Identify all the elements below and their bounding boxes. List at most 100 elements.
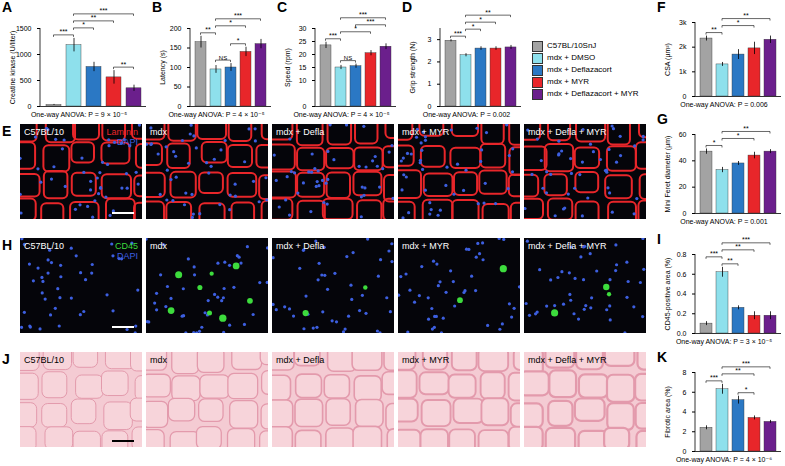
svg-text:60: 60 bbox=[679, 131, 687, 138]
svg-text:1k: 1k bbox=[679, 68, 687, 75]
svg-text:*: * bbox=[745, 386, 748, 393]
svg-text:***: *** bbox=[742, 236, 750, 243]
svg-text:0.6: 0.6 bbox=[677, 270, 687, 277]
svg-text:0: 0 bbox=[683, 210, 687, 217]
svg-text:Creatine kinase (U/liter): Creatine kinase (U/liter) bbox=[9, 31, 17, 105]
svg-text:**: ** bbox=[485, 9, 491, 16]
svg-text:150: 150 bbox=[170, 44, 182, 51]
svg-text:C57BL/10: C57BL/10 bbox=[24, 355, 64, 365]
svg-text:0: 0 bbox=[178, 103, 182, 110]
svg-text:6: 6 bbox=[683, 388, 687, 395]
svg-text:mdx + MYR: mdx + MYR bbox=[402, 355, 450, 365]
html-text:D: D bbox=[402, 0, 413, 15]
svg-text:mdx: mdx bbox=[150, 355, 168, 365]
svg-text:8: 8 bbox=[683, 369, 687, 376]
svg-text:3k: 3k bbox=[679, 19, 687, 26]
svg-text:***: *** bbox=[710, 250, 718, 257]
svg-text:1000: 1000 bbox=[16, 51, 32, 58]
svg-text:C57BL/10: C57BL/10 bbox=[24, 241, 64, 251]
svg-text:NS: NS bbox=[219, 55, 227, 61]
svg-text:0: 0 bbox=[683, 448, 687, 455]
svg-text:DAPI: DAPI bbox=[117, 137, 138, 147]
svg-text:NS: NS bbox=[344, 55, 352, 61]
svg-text:200: 200 bbox=[170, 25, 182, 32]
svg-text:*: * bbox=[472, 23, 475, 30]
svg-text:0.4: 0.4 bbox=[677, 290, 687, 297]
svg-text:**: ** bbox=[743, 12, 749, 19]
svg-text:Latency (s): Latency (s) bbox=[159, 50, 167, 85]
svg-text:Mini Feret diameter (µm): Mini Feret diameter (µm) bbox=[664, 136, 672, 213]
svg-text:**: ** bbox=[91, 14, 97, 21]
svg-text:2: 2 bbox=[428, 58, 432, 65]
svg-text:20: 20 bbox=[299, 51, 307, 58]
svg-text:2: 2 bbox=[683, 428, 687, 435]
svg-text:1: 1 bbox=[428, 80, 432, 87]
svg-text:*: * bbox=[237, 37, 240, 44]
svg-text:*: * bbox=[737, 19, 740, 26]
svg-text:4: 4 bbox=[683, 408, 687, 415]
svg-text:**: ** bbox=[743, 125, 749, 132]
svg-text:mdx + Defla + MYR: mdx + Defla + MYR bbox=[528, 355, 607, 365]
svg-text:Laminin: Laminin bbox=[106, 127, 138, 137]
svg-text:***: *** bbox=[329, 32, 337, 39]
svg-text:30: 30 bbox=[299, 25, 307, 32]
svg-text:**: ** bbox=[735, 243, 741, 250]
svg-text:mdx + MYR: mdx + MYR bbox=[402, 127, 450, 137]
svg-text:*: * bbox=[479, 16, 482, 23]
svg-text:10: 10 bbox=[299, 77, 307, 84]
svg-text:CD45-positive area (%): CD45-positive area (%) bbox=[664, 258, 672, 331]
svg-text:*: * bbox=[713, 139, 716, 146]
svg-text:***: *** bbox=[454, 30, 462, 37]
svg-text:CSA (µm²): CSA (µm²) bbox=[664, 43, 672, 76]
svg-text:40: 40 bbox=[679, 157, 687, 164]
svg-text:mdx + Defla + MYR: mdx + Defla + MYR bbox=[528, 127, 607, 137]
svg-text:3: 3 bbox=[428, 36, 432, 43]
svg-text:mdx + Defla: mdx + Defla bbox=[276, 241, 324, 251]
svg-text:0.2: 0.2 bbox=[677, 310, 687, 317]
svg-text:**: ** bbox=[711, 26, 717, 33]
svg-text:**: ** bbox=[727, 257, 733, 264]
svg-text:**: ** bbox=[205, 26, 211, 33]
svg-text:1500: 1500 bbox=[16, 25, 32, 32]
svg-text:C57BL/10: C57BL/10 bbox=[24, 127, 64, 137]
svg-text:15: 15 bbox=[299, 64, 307, 71]
svg-text:mdx + MYR: mdx + MYR bbox=[402, 241, 450, 251]
html-text:C: C bbox=[277, 0, 288, 15]
svg-text:**: ** bbox=[735, 367, 741, 374]
html-text:B: B bbox=[152, 0, 163, 15]
svg-text:Speed (rpm): Speed (rpm) bbox=[284, 48, 292, 87]
svg-text:CD45: CD45 bbox=[115, 241, 138, 251]
svg-text:2k: 2k bbox=[679, 43, 687, 50]
svg-text:0.0: 0.0 bbox=[677, 330, 687, 337]
svg-text:0: 0 bbox=[428, 103, 432, 110]
svg-text:*: * bbox=[82, 21, 85, 28]
svg-text:mdx + Defla: mdx + Defla bbox=[276, 127, 324, 137]
svg-text:0: 0 bbox=[683, 93, 687, 100]
svg-text:25: 25 bbox=[299, 38, 307, 45]
svg-text:mdx + Defla + MYR: mdx + Defla + MYR bbox=[528, 241, 607, 251]
svg-text:20: 20 bbox=[679, 183, 687, 190]
svg-text:Grip strength (N): Grip strength (N) bbox=[409, 41, 417, 93]
svg-text:mdx + Defla: mdx + Defla bbox=[276, 355, 324, 365]
svg-text:***: *** bbox=[359, 11, 367, 18]
svg-text:***: *** bbox=[366, 18, 374, 25]
svg-text:DAPI: DAPI bbox=[117, 251, 138, 261]
svg-text:**: ** bbox=[121, 61, 127, 68]
svg-text:mdx: mdx bbox=[150, 127, 168, 137]
html-text:A: A bbox=[2, 0, 13, 15]
svg-text:0: 0 bbox=[28, 103, 32, 110]
svg-text:100: 100 bbox=[170, 64, 182, 71]
svg-text:*: * bbox=[229, 19, 232, 26]
svg-text:0: 0 bbox=[303, 103, 307, 110]
svg-text:***: *** bbox=[742, 360, 750, 367]
svg-text:50: 50 bbox=[174, 83, 182, 90]
svg-text:***: *** bbox=[99, 7, 107, 14]
svg-text:***: *** bbox=[59, 28, 67, 35]
svg-text:mdx: mdx bbox=[150, 241, 168, 251]
svg-text:***: *** bbox=[234, 12, 242, 19]
svg-text:500: 500 bbox=[20, 77, 32, 84]
svg-text:0.8: 0.8 bbox=[677, 251, 687, 258]
svg-text:Fibrotic area (%): Fibrotic area (%) bbox=[664, 386, 672, 438]
svg-text:***: *** bbox=[710, 374, 718, 381]
svg-text:*: * bbox=[737, 132, 740, 139]
